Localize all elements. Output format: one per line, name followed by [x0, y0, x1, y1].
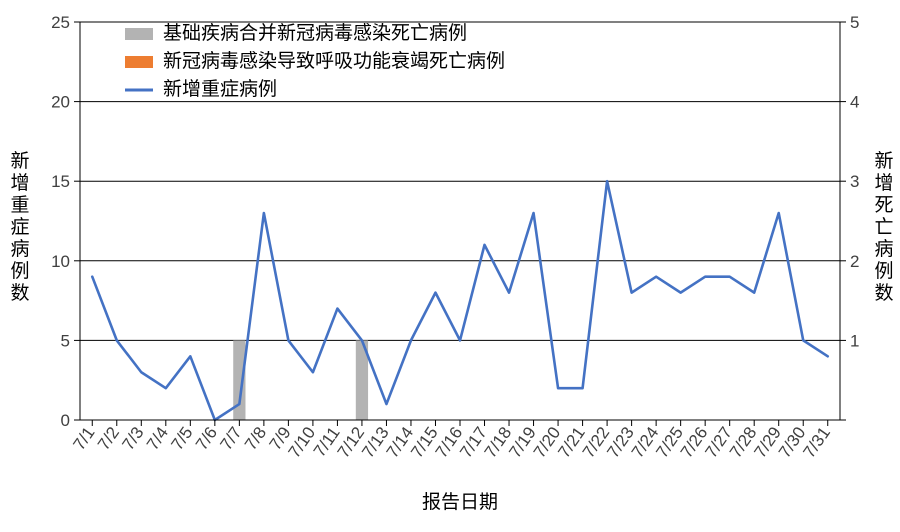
y-right-tick-label: 5	[850, 13, 859, 32]
y-left-title-char: 症	[10, 216, 29, 238]
y-right-tick-label: 3	[850, 172, 859, 191]
y-right-tick-label: 4	[850, 93, 859, 112]
x-tick-label: 7/3	[118, 423, 147, 453]
x-tick-label: 7/4	[143, 423, 172, 453]
y-left-title-char: 增	[10, 172, 29, 194]
y-right-title-char: 亡	[874, 216, 893, 238]
y-right-title-char: 数	[874, 282, 893, 304]
x-tick-label: 7/2	[94, 423, 123, 453]
x-tick-label: 7/8	[241, 423, 270, 453]
legend-label: 新增重症病例	[163, 78, 277, 100]
y-right-title-char: 例	[874, 260, 893, 282]
chart-svg: 0 5 10 15 20 25 1 2 3 4 5 7/17/27/37/47/57/67/77/8 7…	[0, 0, 900, 532]
x-tick-label: 7/7	[217, 423, 246, 453]
y-left-tick-label: 20	[51, 93, 70, 112]
y-right-title-char: 新	[874, 150, 893, 172]
y-left-tick-label: 0	[61, 411, 70, 430]
y-right-title-char: 死	[874, 195, 893, 216]
y-left-title-char: 重	[10, 194, 29, 216]
x-tick-label: 7/1	[69, 423, 98, 453]
y-left-tick-label: 15	[51, 172, 70, 191]
y-right-title-char: 增	[874, 172, 893, 194]
y-left-title-char: 病	[10, 238, 29, 260]
y-left-tick-label: 25	[51, 13, 70, 32]
line-series	[92, 181, 827, 420]
y-left-title-char: 新	[10, 150, 29, 172]
x-tick-label: 7/31	[799, 423, 834, 461]
y-left-title-char: 例	[10, 260, 29, 282]
y-right-title-char: 病	[874, 238, 893, 260]
y-left-tick-label: 5	[61, 331, 70, 350]
y-right-tick-label: 2	[850, 252, 859, 271]
legend-label: 新冠病毒感染导致呼吸功能衰竭死亡病例	[163, 50, 505, 72]
y-left-tick-label: 10	[51, 252, 70, 271]
legend-swatch	[125, 28, 153, 40]
x-axis-title: 报告日期	[422, 491, 498, 513]
legend-label: 基础疾病合并新冠病毒感染死亡病例	[163, 22, 467, 44]
x-tick-label: 7/5	[167, 423, 196, 453]
x-tick-label: 7/6	[192, 423, 221, 453]
legend-swatch	[125, 56, 153, 68]
y-right-tick-label: 1	[850, 331, 859, 350]
chart-container: 0 5 10 15 20 25 1 2 3 4 5 7/17/27/37/47/57/67/77/8 7…	[0, 0, 900, 532]
y-left-title-char: 数	[10, 282, 29, 304]
